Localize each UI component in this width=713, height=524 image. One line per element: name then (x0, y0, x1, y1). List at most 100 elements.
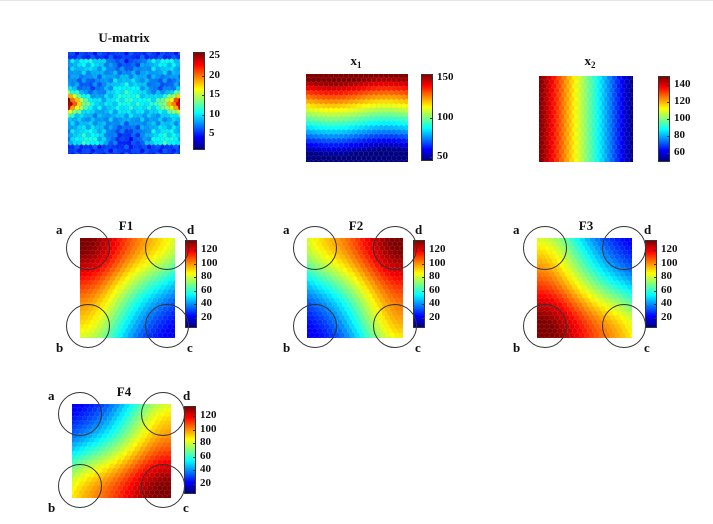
hex-cell (178, 105, 180, 111)
corner-label-b: b (48, 500, 56, 515)
colorbar-tick-label: 120 (201, 243, 218, 255)
hex-cell (341, 336, 348, 338)
colorbar-tick-mark (654, 250, 657, 251)
corner-label-a: a (56, 222, 63, 237)
hex-cell (406, 146, 408, 152)
hex-cell (178, 82, 180, 87)
highlight-circle-d (145, 226, 189, 270)
colorbar-tick-mark (422, 304, 425, 305)
colorbar-tick-label: 120 (661, 243, 678, 255)
colorbar-tick-mark (193, 470, 196, 471)
colorbar-tick-label: 5 (209, 127, 215, 139)
panel-title-x2: x2 (585, 53, 596, 70)
colorbar-tick-label: 80 (200, 436, 211, 448)
panel-title-umatrix: U-matrix (98, 30, 149, 46)
colorbar-f3 (645, 240, 657, 328)
colorbar-tick-label: 150 (437, 71, 454, 83)
colorbar-tick-mark (422, 277, 425, 278)
hex-cell (406, 112, 408, 118)
colorbar-tick-label: 40 (200, 463, 211, 475)
panel-title-subscript: 2 (591, 60, 596, 70)
corner-label-c: c (644, 340, 650, 355)
colorbar-tick-mark (202, 134, 205, 135)
hex-cell (631, 109, 633, 115)
colorbar-tick-label: 80 (201, 270, 212, 282)
hex-cell (178, 144, 180, 150)
som-map-umatrix (68, 52, 180, 154)
colorbar-tick-label: 25 (209, 49, 220, 61)
colorbar-tick-mark (194, 291, 197, 292)
colorbar-tick-label: 60 (200, 450, 211, 462)
hex-cell (587, 336, 593, 338)
colorbar-tick-label: 20 (429, 311, 440, 323)
colorbar-tick-label: 20 (661, 311, 672, 323)
corner-label-a: a (48, 388, 55, 403)
colorbar-tick-label: 40 (201, 297, 212, 309)
colorbar-tick-mark (654, 277, 657, 278)
colorbar-tick-label: 100 (674, 112, 691, 124)
colorbar-tick-mark (194, 264, 197, 265)
highlight-circle-d (141, 392, 185, 436)
som-map-x2 (539, 76, 633, 162)
hex-cell (629, 297, 632, 304)
hex-cell (172, 288, 175, 295)
corner-label-b: b (56, 340, 64, 355)
hex-cell (406, 155, 408, 161)
hex-cell (406, 120, 408, 126)
colorbar-tick-mark (667, 85, 670, 86)
hex-cell (631, 127, 633, 132)
hex-cell (119, 336, 126, 338)
colorbar-tick-label: 40 (661, 297, 672, 309)
colorbar-tick-label: 15 (209, 88, 220, 100)
colorbar-tick-label: 140 (674, 78, 691, 90)
colorbar-tick-mark (194, 250, 197, 251)
hex-cell (352, 336, 358, 338)
colorbar-tick-label: 100 (661, 257, 678, 269)
hex-cell (178, 66, 180, 72)
panel-title-text: F4 (116, 384, 132, 399)
corner-label-b: b (283, 340, 291, 355)
colorbar-x1 (421, 74, 433, 161)
highlight-circle-b (523, 304, 567, 348)
hex-cell (631, 118, 633, 124)
hex-cell (629, 271, 632, 278)
hex-cell (125, 336, 131, 338)
hex-cell (140, 336, 146, 338)
colorbar-tick-mark (422, 318, 425, 319)
hex-cell (406, 129, 408, 135)
hex-cell (597, 336, 603, 338)
hex-cell (114, 336, 121, 338)
panel-title-text: U-matrix (98, 30, 150, 45)
panel-title-f2: F2 (349, 218, 363, 234)
hex-cell (406, 85, 408, 92)
hex-cell (178, 74, 180, 80)
colorbar-tick-mark (193, 457, 196, 458)
colorbar-tick-mark (654, 264, 657, 265)
hex-cell (406, 94, 408, 100)
colorbar-tick-label: 20 (209, 69, 220, 81)
colorbar-tick-mark (202, 115, 205, 116)
colorbar-tick-label: 10 (209, 108, 220, 120)
hex-cell (592, 336, 598, 338)
hex-cell (362, 336, 368, 338)
corner-label-d: d (644, 222, 652, 237)
corner-label-a: a (513, 222, 520, 237)
highlight-circle-c (602, 304, 646, 348)
hex-cell (631, 153, 633, 159)
colorbar-tick-mark (667, 119, 670, 120)
colorbar-tick-mark (667, 102, 670, 103)
colorbar-tick-mark (667, 136, 670, 137)
hex-cell (406, 77, 408, 83)
colorbar-tick-label: 80 (674, 129, 685, 141)
som-map-x1 (306, 74, 408, 162)
hex-cell (582, 336, 588, 338)
hex-cell (130, 336, 136, 338)
colorbar-tick-label: 100 (201, 257, 218, 269)
corner-label-b: b (513, 340, 521, 355)
colorbar-tick-mark (202, 76, 205, 77)
panel-title-text: x (350, 53, 358, 68)
highlight-circle-a (523, 226, 567, 270)
corner-label-d: d (415, 222, 423, 237)
highlight-circle-a (293, 226, 337, 270)
